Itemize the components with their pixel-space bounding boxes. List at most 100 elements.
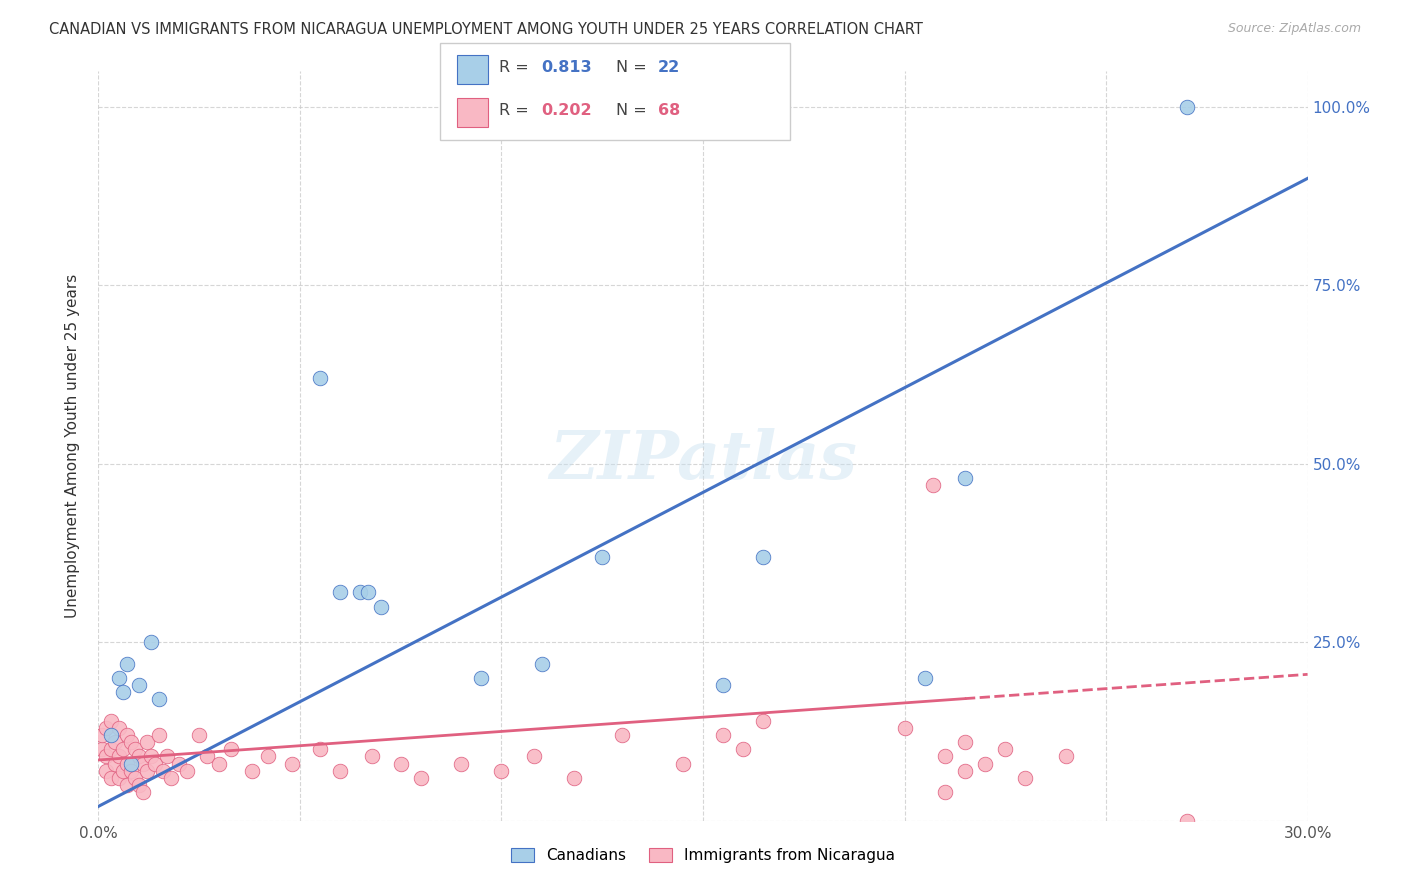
Point [591,549,613,564]
Point [107,771,129,785]
Point [135,735,157,749]
Point [953,735,976,749]
Point [752,549,775,564]
Point [103,735,125,749]
Point [96,764,118,778]
Point [309,371,332,385]
Point [357,585,380,599]
Text: 0.813: 0.813 [541,60,592,75]
Point [128,778,150,792]
Point [208,756,231,771]
Point [733,742,755,756]
Point [195,749,218,764]
Point [139,749,162,764]
Point [893,721,915,735]
Point [111,764,134,778]
Text: Source: ZipAtlas.com: Source: ZipAtlas.com [1227,22,1361,36]
Point [115,778,138,792]
Point [120,764,142,778]
Point [156,749,179,764]
Point [115,728,138,742]
Point [612,728,634,742]
Point [240,764,263,778]
Point [409,771,432,785]
Point [120,756,142,771]
Point [107,721,129,735]
Text: R =: R = [499,60,534,75]
Point [562,771,585,785]
Point [1175,100,1198,114]
Point [124,742,146,756]
Point [953,471,976,485]
Point [309,742,332,756]
Point [994,742,1017,756]
Point [329,764,352,778]
Point [115,756,138,771]
Point [107,749,129,764]
Point [711,728,734,742]
Point [160,771,183,785]
Point [124,771,146,785]
Point [389,756,412,771]
Point [672,756,695,771]
Point [135,764,157,778]
Point [370,599,392,614]
Text: ZIPatlas: ZIPatlas [550,428,856,493]
Point [921,478,943,492]
Point [281,756,304,771]
Text: R =: R = [499,103,534,118]
Point [132,756,155,771]
Text: 22: 22 [658,60,681,75]
Y-axis label: Unemployment Among Youth under 25 years: Unemployment Among Youth under 25 years [65,274,80,618]
Point [100,728,122,742]
Point [1054,749,1077,764]
Point [96,721,118,735]
Point [953,764,976,778]
Point [103,756,125,771]
Point [974,756,997,771]
Point [167,756,190,771]
Text: N =: N = [616,60,652,75]
Text: 0.202: 0.202 [541,103,592,118]
Point [188,728,211,742]
Point [128,749,150,764]
Point [1014,771,1036,785]
Point [139,635,162,649]
Text: N =: N = [616,103,652,118]
Point [491,764,513,778]
Legend: Canadians, Immigrants from Nicaragua: Canadians, Immigrants from Nicaragua [505,842,901,869]
Text: CANADIAN VS IMMIGRANTS FROM NICARAGUA UNEMPLOYMENT AMONG YOUTH UNDER 25 YEARS CO: CANADIAN VS IMMIGRANTS FROM NICARAGUA UN… [49,22,924,37]
Point [100,714,122,728]
Point [349,585,371,599]
Point [361,749,384,764]
Point [120,735,142,749]
Point [128,678,150,692]
Point [152,764,174,778]
Point [523,749,546,764]
Point [752,714,775,728]
Point [329,585,352,599]
Point [530,657,553,671]
Point [115,657,138,671]
Point [111,742,134,756]
Point [450,756,472,771]
Point [256,749,278,764]
Point [107,671,129,685]
Text: 68: 68 [658,103,681,118]
Point [934,749,956,764]
Point [711,678,734,692]
Point [176,764,198,778]
Point [148,692,170,706]
Point [914,671,936,685]
Point [470,671,492,685]
Point [111,685,134,699]
Point [143,756,166,771]
Point [132,785,155,799]
Point [91,728,114,742]
Point [100,771,122,785]
Point [96,749,118,764]
Point [934,785,956,799]
Point [1175,814,1198,828]
Point [91,742,114,756]
Point [221,742,243,756]
